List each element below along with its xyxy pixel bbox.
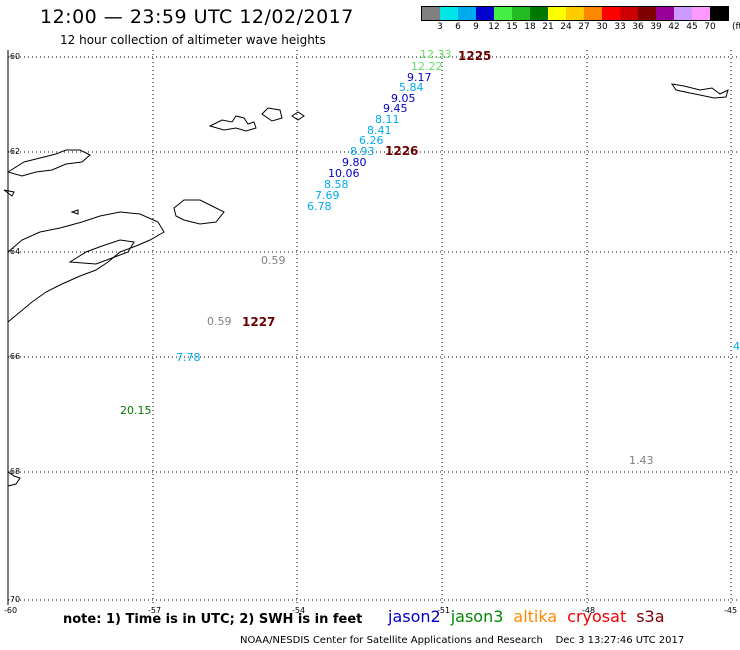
scale-tick-label: 39 [650,22,662,32]
satellite-legend-item: s3a [636,607,665,626]
scale-tick-label: 12 [488,22,500,32]
scale-tick-label: 30 [596,22,608,32]
scale-tick-label: 6 [455,22,461,32]
wave-height-value: 20.15 [120,404,152,417]
map-title: 12:00 — 23:59 UTC 12/02/2017 [40,6,354,28]
islet-small [70,209,79,215]
lat-label-60: -60 [7,52,21,61]
scale-tick-label: 24 [560,22,572,32]
scale-color-box [512,7,530,20]
color-scale-labels: 3 6 9 12 15 18 21 24 27 30 33 36 39 42 45 70 [421,22,740,36]
wave-height-value: 8.93 [350,145,375,158]
scale-color-box [674,7,692,20]
footer-credit: NOAA/NESDIS Center for Satellite Applica… [240,635,543,646]
scale-color-box [422,7,440,20]
wave-height-value: 8.41 [367,124,392,137]
scale-tick-label: 15 [506,22,518,32]
joinville-island [173,199,225,225]
map-subtitle: 12 hour collection of altimeter wave hei… [60,33,326,47]
lon-label-54: -54 [292,606,306,615]
south-shetland-islands-west [208,115,257,132]
wave-height-value: 7.78 [176,351,201,364]
footer-timestamp: Dec 3 13:27:46 UTC 2017 [555,635,685,646]
wave-height-value: 10.06 [328,167,360,180]
lon-label-60: -60 [4,606,18,615]
scale-color-box [692,7,710,20]
wave-height-value: 9.45 [383,102,408,115]
scale-color-box [602,7,620,20]
lat-label-70: -70 [7,595,21,604]
scale-unit-label: (ft) [732,22,740,32]
pass-label-1227: 1227 [242,315,276,329]
wave-height-value: 12.22 [411,60,443,73]
lat-label-62: -62 [7,147,21,156]
scale-color-box [530,7,548,20]
lat-label-66: -66 [7,352,21,361]
satellite-legend-item: altika [513,607,558,626]
wave-height-value: 8.11 [375,113,400,126]
wave-height-value: 4 [733,340,740,353]
south-orkney-islands [670,83,729,99]
scale-tick-label: 18 [524,22,536,32]
coastline [3,83,729,487]
lat-label-64: -64 [7,247,21,256]
lat-label-68: -68 [7,467,21,476]
scale-color-box [440,7,458,20]
wave-height-value: 8.58 [324,178,349,191]
wave-height-value: 9.17 [407,71,432,84]
scale-tick-label: 45 [686,22,698,32]
scale-color-box [494,7,512,20]
scale-color-box [548,7,566,20]
wave-height-value: 7.69 [315,189,340,202]
scale-tick-label: 42 [668,22,680,32]
scale-color-box [458,7,476,20]
scale-tick-label: 3 [437,22,443,32]
scale-tick-label: 70 [704,22,716,32]
wave-height-value: 1.43 [629,454,654,467]
king-george-island [261,107,283,122]
satellite-legend-item: jason3 [450,607,504,626]
scale-color-box [710,7,728,20]
scale-color-box [638,7,656,20]
wave-height-value: 0.59 [207,315,232,328]
scale-tick-label: 33 [614,22,626,32]
satellite-legend-item: jason2 [388,607,441,626]
islet-west [3,189,15,197]
pass-label-1225: 1225 [458,49,492,63]
satellite-legend-item: cryosat [567,607,627,626]
wave-height-value: 9.80 [342,156,367,169]
color-scale-boxes [421,6,729,21]
wave-height-value: 6.78 [307,200,332,213]
scale-tick-label: 27 [578,22,590,32]
graticule [8,50,740,605]
scale-color-box [584,7,602,20]
scale-tick-label: 21 [542,22,554,32]
satellite-legend: jason2 jason3 altika cryosat s3a [388,607,665,626]
lon-label-57: -57 [148,606,162,615]
footer-credit-line: NOAA/NESDIS Center for Satellite Applica… [240,635,684,646]
lon-label-51: -51 [437,606,451,615]
scale-tick-label: 36 [632,22,644,32]
wave-height-value: 9.05 [391,92,416,105]
lon-label-45: -45 [724,606,738,615]
wave-height-value: 6.26 [359,134,384,147]
south-shetland-islands [6,149,91,177]
lon-label-48: -48 [582,606,596,615]
scale-color-box [476,7,494,20]
wave-height-value: 5.84 [399,81,424,94]
antarctic-peninsula-coast [7,211,165,323]
coast-south [7,471,21,487]
wave-height-value: 12.33 [420,48,452,61]
james-ross-island [68,239,135,265]
wave-height-value: 0.59 [261,254,286,267]
pass-label-1226: 1226 [385,144,419,158]
scale-color-box [656,7,674,20]
island-small [291,111,305,121]
footer-note: note: 1) Time is in UTC; 2) SWH is in fe… [63,612,363,627]
scale-tick-label: 9 [473,22,479,32]
scale-color-box [620,7,638,20]
scale-color-box [566,7,584,20]
